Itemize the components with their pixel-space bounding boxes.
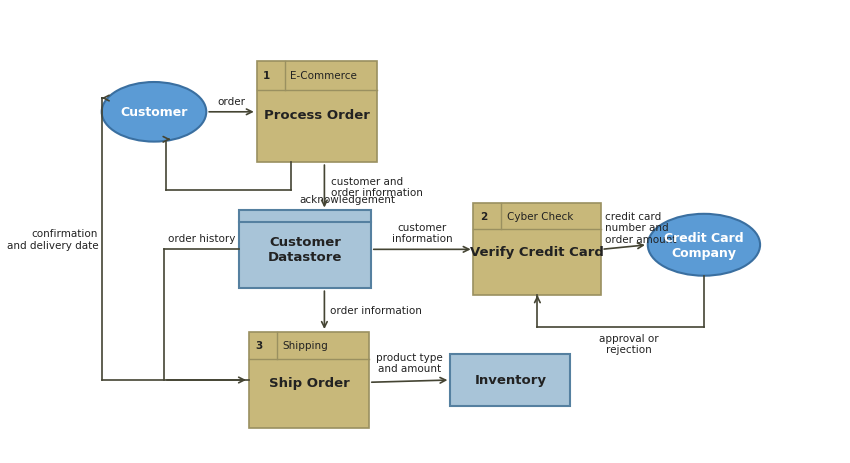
Ellipse shape (102, 83, 207, 142)
Text: order information: order information (330, 306, 422, 315)
FancyBboxPatch shape (239, 211, 371, 289)
FancyBboxPatch shape (249, 332, 369, 428)
Text: Shipping: Shipping (282, 341, 328, 350)
Text: Customer: Customer (121, 106, 188, 119)
Text: Customer
Datastore: Customer Datastore (268, 236, 343, 264)
Text: order history: order history (168, 234, 235, 244)
Text: order: order (218, 97, 246, 106)
Text: Credit Card
Company: Credit Card Company (664, 231, 744, 259)
Text: E-Commerce: E-Commerce (290, 71, 357, 81)
Text: Process Order: Process Order (264, 109, 370, 122)
Ellipse shape (648, 214, 760, 276)
Text: customer
information: customer information (392, 222, 452, 244)
Text: acknowledgement: acknowledgement (299, 195, 395, 205)
Text: Ship Order: Ship Order (269, 376, 349, 389)
Text: customer and
order information: customer and order information (331, 176, 422, 198)
Text: Verify Credit Card: Verify Credit Card (470, 246, 604, 259)
Text: Cyber Check: Cyber Check (507, 212, 573, 222)
Text: 1: 1 (263, 71, 270, 81)
FancyBboxPatch shape (450, 354, 570, 407)
Text: product type
and amount: product type and amount (377, 352, 443, 373)
Text: 3: 3 (255, 341, 263, 350)
Text: 2: 2 (479, 212, 487, 222)
Text: confirmation
and delivery date: confirmation and delivery date (7, 229, 99, 250)
FancyBboxPatch shape (257, 62, 377, 163)
Text: Inventory: Inventory (474, 374, 547, 387)
Text: credit card
number and
order amount: credit card number and order amount (605, 211, 677, 244)
FancyBboxPatch shape (473, 204, 601, 295)
Text: approval or
rejection: approval or rejection (598, 333, 658, 355)
